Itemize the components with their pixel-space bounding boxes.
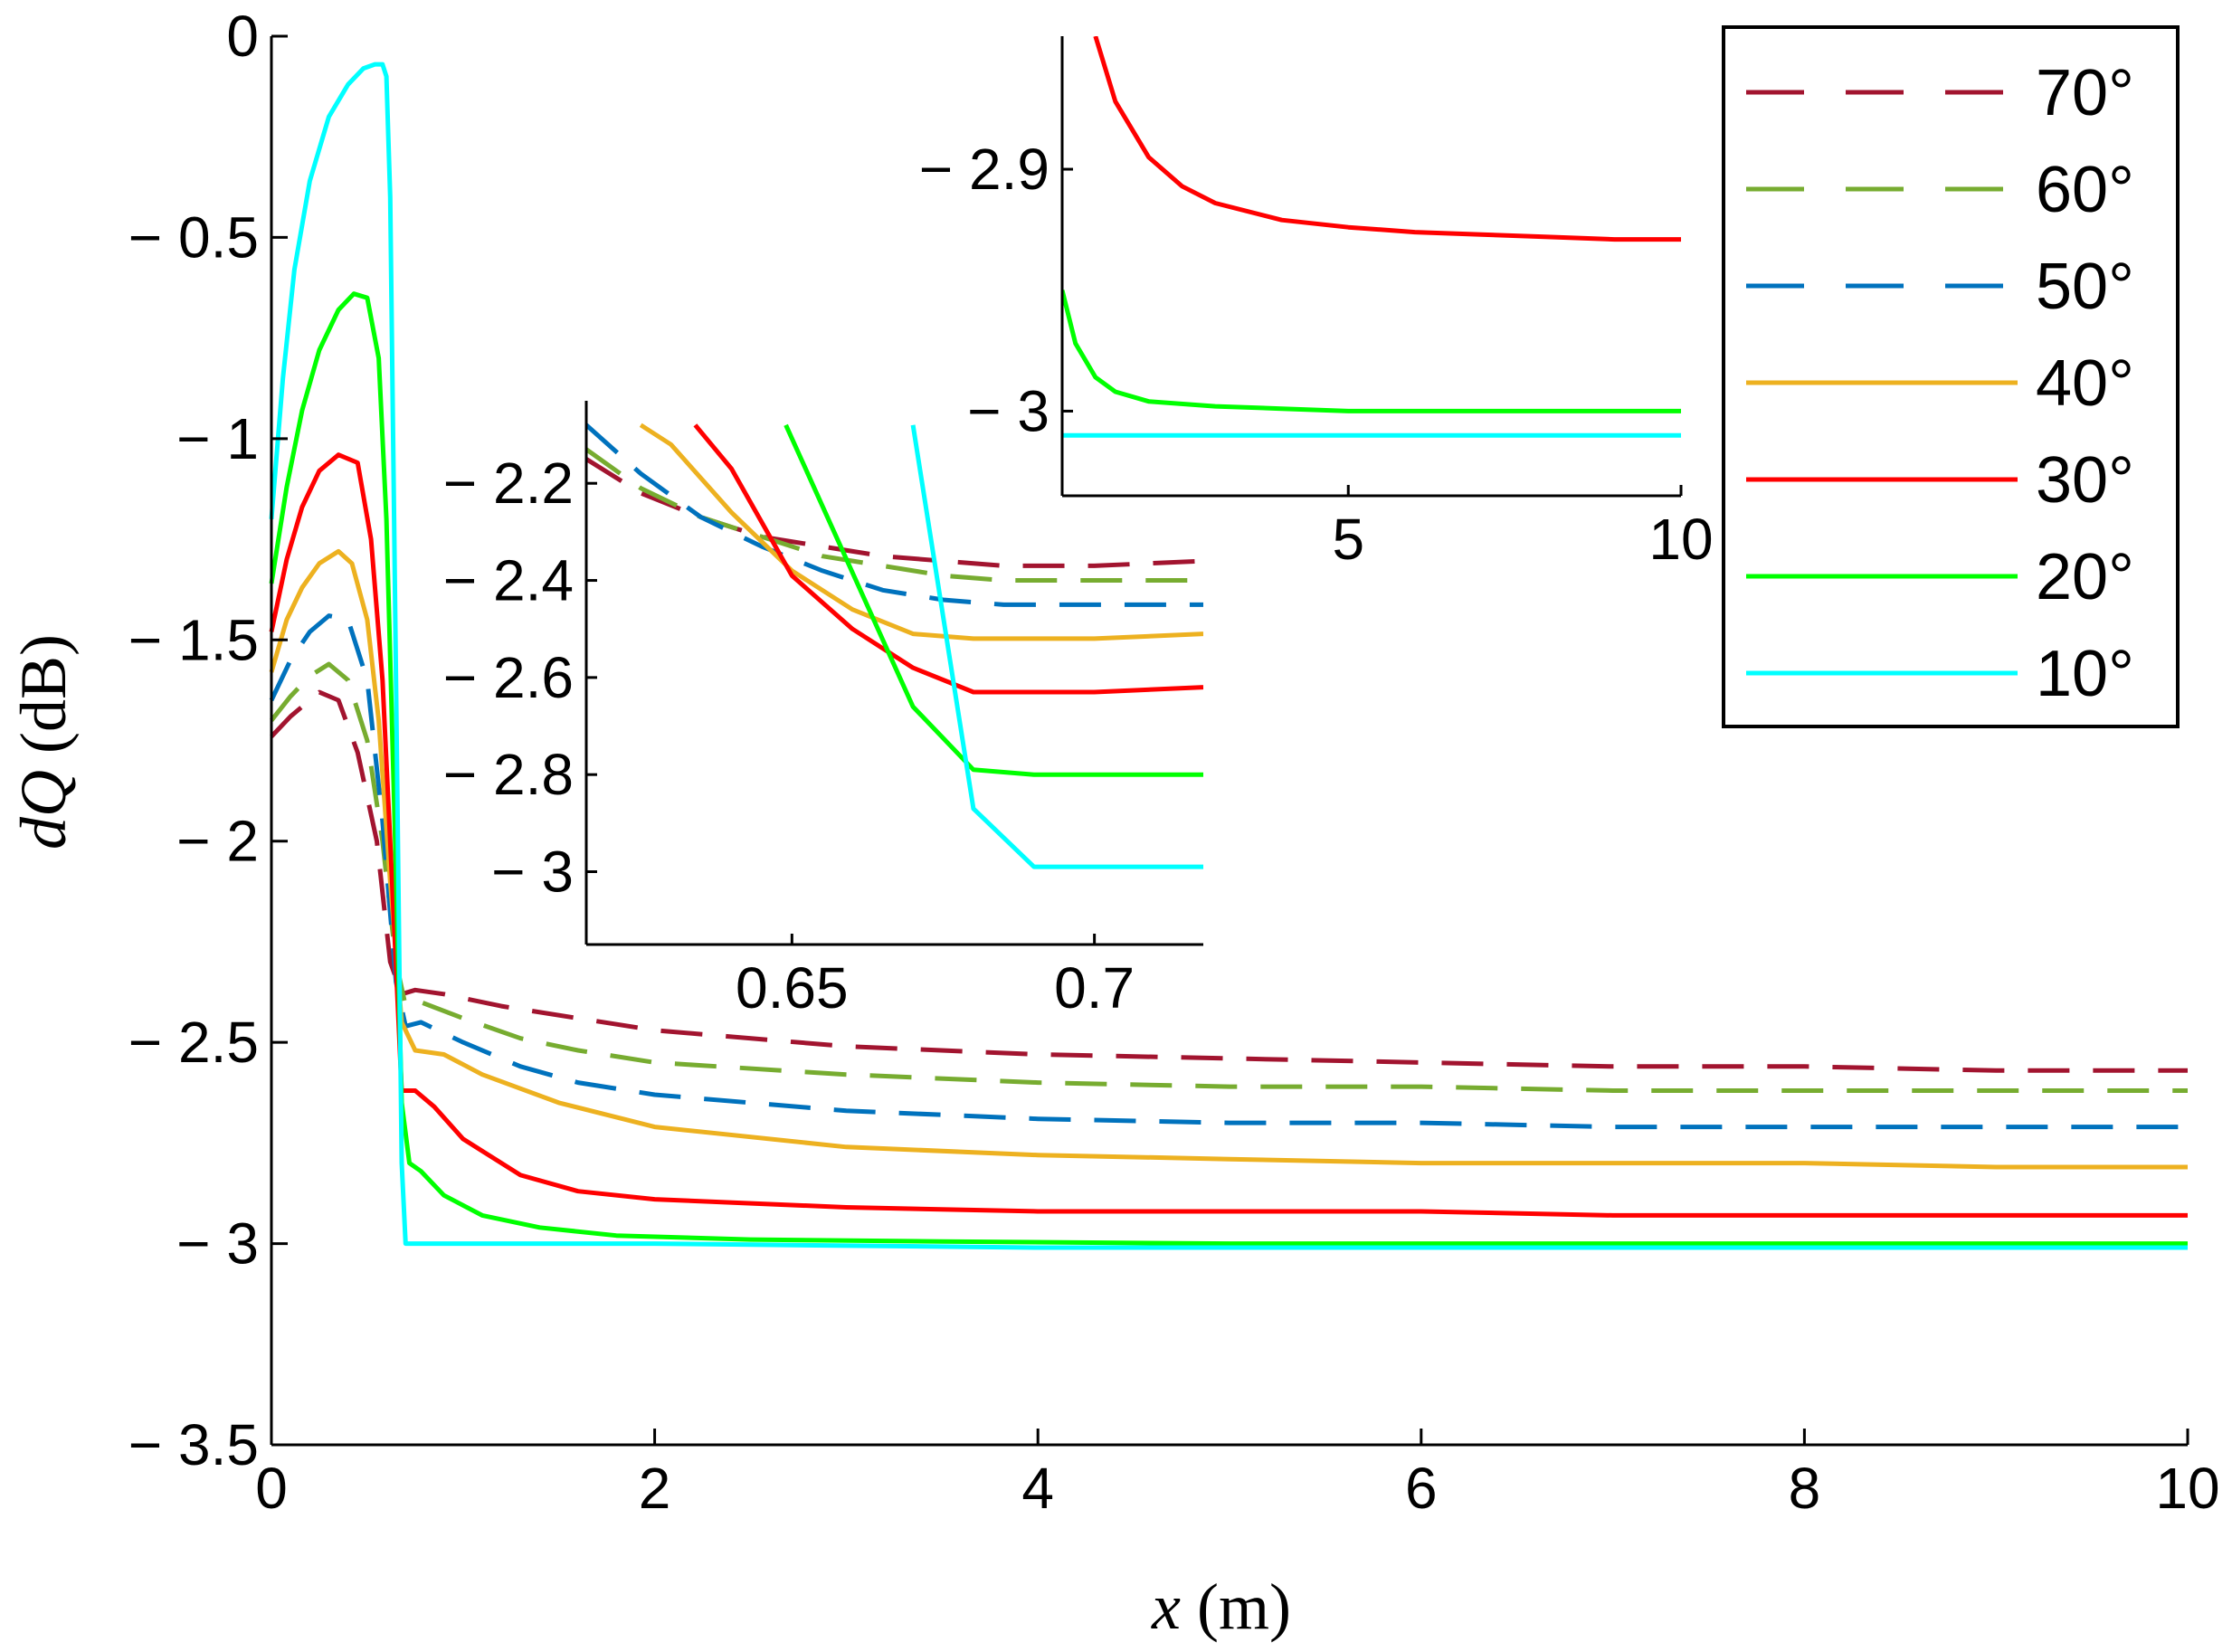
x-tick-label: 0 <box>255 1456 288 1521</box>
y-tick-label: − 3 <box>967 378 1050 443</box>
y-axis-title: dQ (dB) <box>7 634 80 850</box>
x-tick-label: 8 <box>1789 1456 1821 1521</box>
y-tick-label: − 3 <box>176 1211 259 1277</box>
y-tick-label: − 2.8 <box>443 742 574 807</box>
y-axis-unit: (dB) <box>7 634 80 770</box>
y-axis-variable: dQ <box>7 770 80 850</box>
series-line-30deg <box>1093 36 1681 242</box>
series-line-20deg <box>1062 290 1681 413</box>
series-group <box>1062 36 1681 438</box>
series-group <box>586 422 1203 869</box>
series-line-10deg <box>269 62 2188 1250</box>
y-tick-label: − 2.6 <box>443 645 574 710</box>
y-tick-label: − 2.9 <box>919 137 1050 202</box>
series-line-10deg <box>910 424 1203 869</box>
x-tick-label: 6 <box>1405 1456 1438 1521</box>
series-line-30deg <box>693 423 1203 695</box>
x-axis-variable: x <box>1151 1571 1181 1643</box>
series-line-60deg <box>586 447 1203 583</box>
x-tick-label: 10 <box>2155 1456 2219 1521</box>
series-line-20deg <box>784 423 1203 777</box>
series-line-60deg <box>270 661 2188 1093</box>
y-tick-label: − 1 <box>176 406 259 471</box>
y-tick-label: 0 <box>226 4 259 69</box>
x-tick-label: 5 <box>1332 507 1364 572</box>
inset-zoom-y-plot: 5 10 − 2.9 − 3 <box>919 36 1714 572</box>
series-group <box>269 62 2188 1250</box>
legend-label: 50° <box>2036 251 2134 323</box>
x-tick-label: 4 <box>1021 1456 1054 1521</box>
series-line-40deg <box>269 548 2188 1170</box>
legend-label: 20° <box>2036 541 2134 613</box>
legend-label: 40° <box>2036 347 2134 420</box>
series-line-70deg <box>270 689 2188 1073</box>
x-tick-label: 2 <box>639 1456 671 1521</box>
x-tick-label: 0.7 <box>1054 955 1135 1021</box>
series-line-50deg <box>269 613 2188 1130</box>
y-tick-label: − 3 <box>491 840 574 905</box>
legend-label: 30° <box>2036 444 2134 517</box>
legend: 70° 60° 50° 40° 30° 20° 10° <box>1722 25 2180 728</box>
x-tick-label: 0.65 <box>736 955 849 1021</box>
y-tick-label: − 1.5 <box>128 607 259 672</box>
y-tick-label: − 2.5 <box>128 1010 259 1075</box>
y-tick-label: − 3.5 <box>128 1412 259 1477</box>
legend-label: 10° <box>2036 638 2134 710</box>
x-axis-title: x (m) <box>1151 1571 1291 1643</box>
series-line-40deg <box>639 422 1203 641</box>
y-tick-label: − 0.5 <box>128 204 259 270</box>
series-line-30deg <box>269 452 2188 1218</box>
inset-background <box>1062 36 1681 496</box>
x-axis-unit: (m) <box>1181 1571 1291 1643</box>
y-tick-label: − 2.2 <box>443 451 574 516</box>
y-tick-label: − 2.4 <box>443 548 574 613</box>
legend-label: 70° <box>2036 57 2134 129</box>
y-tick-label: − 2 <box>176 809 259 874</box>
legend-box <box>1722 25 2180 728</box>
main-plot: 0 2 4 6 8 10 0 − 0.5 − 1 − 1.5 − 2 − 2.5 − 3 − 3.5 <box>128 4 2220 1521</box>
x-tick-label: 10 <box>1648 507 1713 572</box>
series-line-20deg <box>269 291 2188 1247</box>
legend-label: 60° <box>2036 154 2134 226</box>
